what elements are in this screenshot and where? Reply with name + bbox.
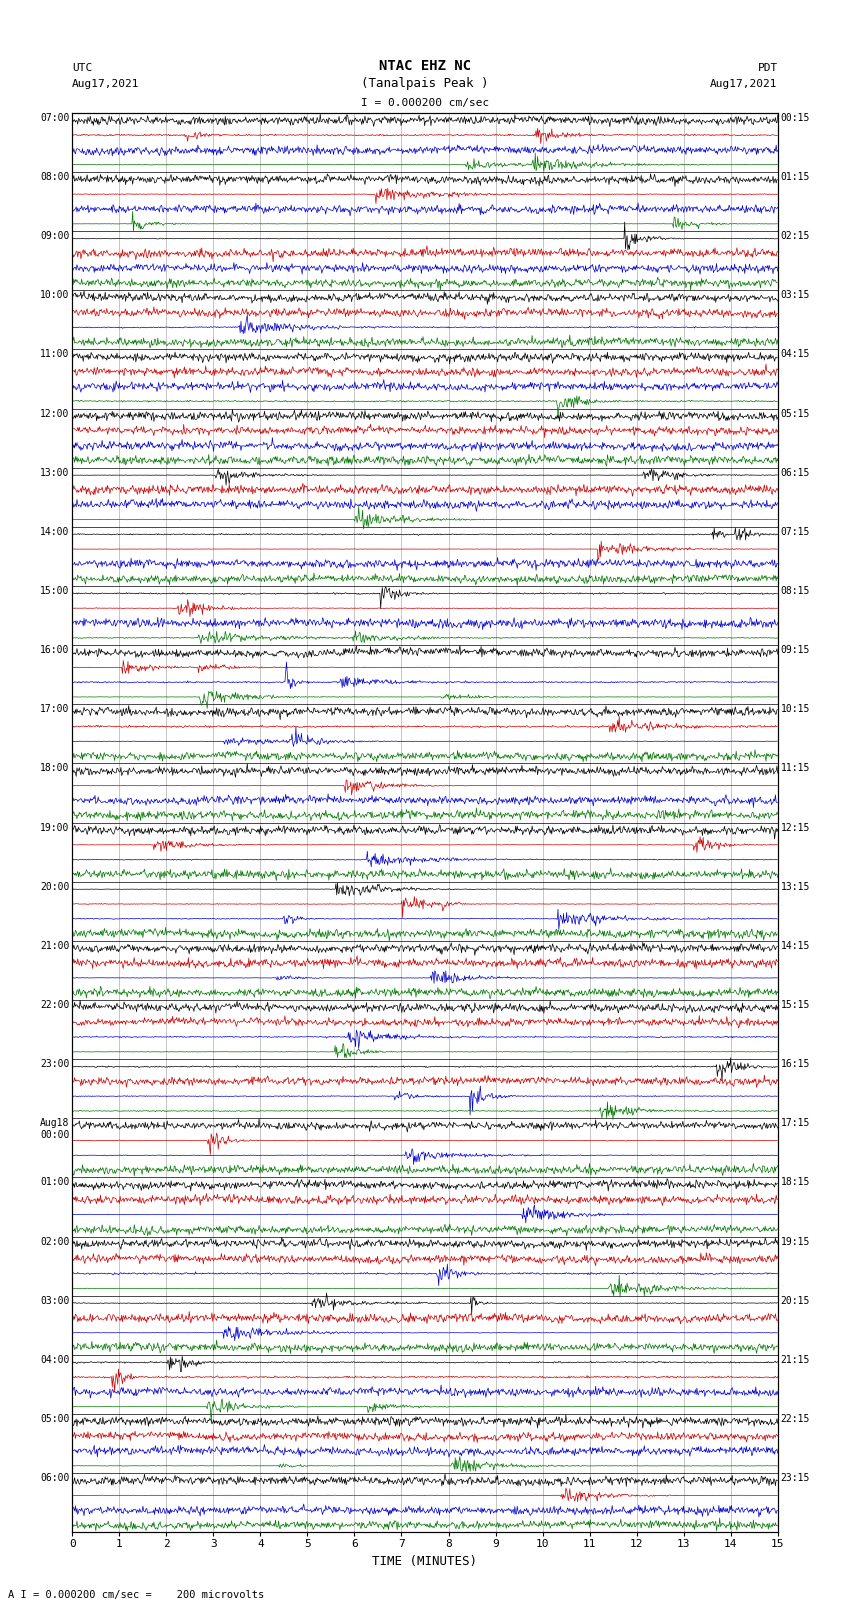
Text: Aug17,2021: Aug17,2021	[72, 79, 139, 89]
Text: UTC: UTC	[72, 63, 93, 73]
X-axis label: TIME (MINUTES): TIME (MINUTES)	[372, 1555, 478, 1568]
Text: (Tanalpais Peak ): (Tanalpais Peak )	[361, 77, 489, 90]
Text: A I = 0.000200 cm/sec =    200 microvolts: A I = 0.000200 cm/sec = 200 microvolts	[8, 1590, 264, 1600]
Text: I = 0.000200 cm/sec: I = 0.000200 cm/sec	[361, 98, 489, 108]
Text: Aug17,2021: Aug17,2021	[711, 79, 778, 89]
Text: PDT: PDT	[757, 63, 778, 73]
Text: NTAC EHZ NC: NTAC EHZ NC	[379, 58, 471, 73]
